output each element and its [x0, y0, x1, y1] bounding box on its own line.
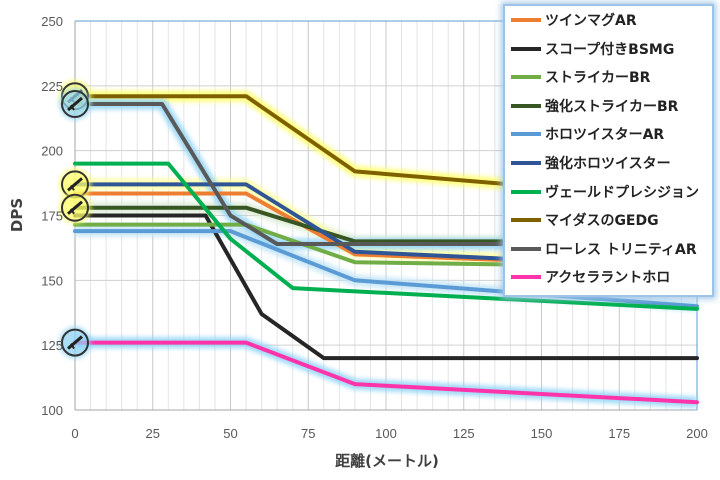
legend-label: ストライカーBR [545, 70, 651, 87]
legend-label: マイダスのGEDG [545, 213, 659, 230]
x-tick-label: 150 [531, 426, 553, 441]
x-tick-label: 75 [301, 426, 315, 441]
legend-label: ツインマグAR [545, 13, 637, 29]
legend-swatch [511, 75, 541, 80]
legend-swatch [511, 132, 541, 137]
legend-swatch [511, 189, 541, 194]
series-line-1 [73, 213, 699, 361]
x-axis-title: 距離(メートル) [335, 452, 439, 470]
legend-swatch [511, 103, 541, 108]
weapon-icon [59, 326, 91, 359]
legend-item: 強化ストライカーBR [511, 95, 678, 117]
legend: ツインマグAR スコープ付きBSMG ストライカーBR 強化ストライカーBR ホロツイス… [503, 4, 714, 297]
legend-swatch [511, 46, 541, 51]
legend-item: ローレス トリニティAR [511, 238, 697, 260]
x-tick-label: 200 [686, 426, 708, 441]
legend-item: ホロツイスターAR [511, 123, 664, 145]
legend-item: アクセララントホロ [511, 266, 670, 288]
y-tick-label: 100 [41, 403, 63, 418]
y-tick-label: 225 [41, 79, 63, 94]
legend-swatch [511, 275, 541, 280]
weapon-icon [59, 191, 91, 224]
legend-item: マイダスのGEDG [511, 209, 659, 231]
y-axis-title: DPS [8, 198, 26, 232]
x-tick-label: 25 [146, 426, 160, 441]
legend-label: ヴェールドプレシジョン [545, 184, 699, 201]
series-line-6 [73, 161, 699, 311]
legend-item: ツインマグAR [511, 9, 637, 31]
legend-swatch [511, 18, 541, 22]
tick-labels: 0 25 50 75 100 125 150 175 200 100 125 150 175 200 225… [41, 14, 708, 441]
x-tick-label: 100 [375, 426, 397, 441]
x-tick-label: 125 [453, 426, 475, 441]
legend-item: ヴェールドプレシジョン [511, 181, 699, 203]
y-tick-label: 125 [41, 338, 63, 353]
legend-label: スコープ付きBSMG [545, 41, 675, 58]
y-tick-label: 175 [41, 209, 63, 224]
series-line-9 [73, 340, 699, 405]
y-tick-label: 150 [41, 273, 63, 288]
series-line-8 [73, 102, 699, 246]
legend-label: ホロツイスターAR [545, 127, 665, 144]
start-markers [59, 80, 91, 359]
legend-label: 強化ホロツイスター [545, 156, 671, 172]
x-tick-label: 0 [71, 426, 78, 441]
legend-swatch [511, 161, 541, 165]
legend-label: 強化ストライカーBR [545, 98, 679, 115]
x-tick-label: 175 [608, 426, 630, 441]
y-tick-label: 250 [41, 14, 63, 29]
legend-label: アクセララントホロ [545, 270, 671, 287]
legend-item: ストライカーBR [511, 66, 650, 88]
legend-item: スコープ付きBSMG [511, 38, 674, 60]
legend-item: 強化ホロツイスター [511, 152, 671, 174]
legend-label: ローレス トリニティAR [545, 241, 697, 258]
weapon-icon [59, 87, 91, 120]
y-tick-label: 200 [41, 144, 63, 159]
legend-swatch [511, 218, 541, 223]
series-lines [73, 94, 699, 405]
legend-swatch [511, 246, 541, 251]
x-tick-label: 50 [223, 426, 237, 441]
